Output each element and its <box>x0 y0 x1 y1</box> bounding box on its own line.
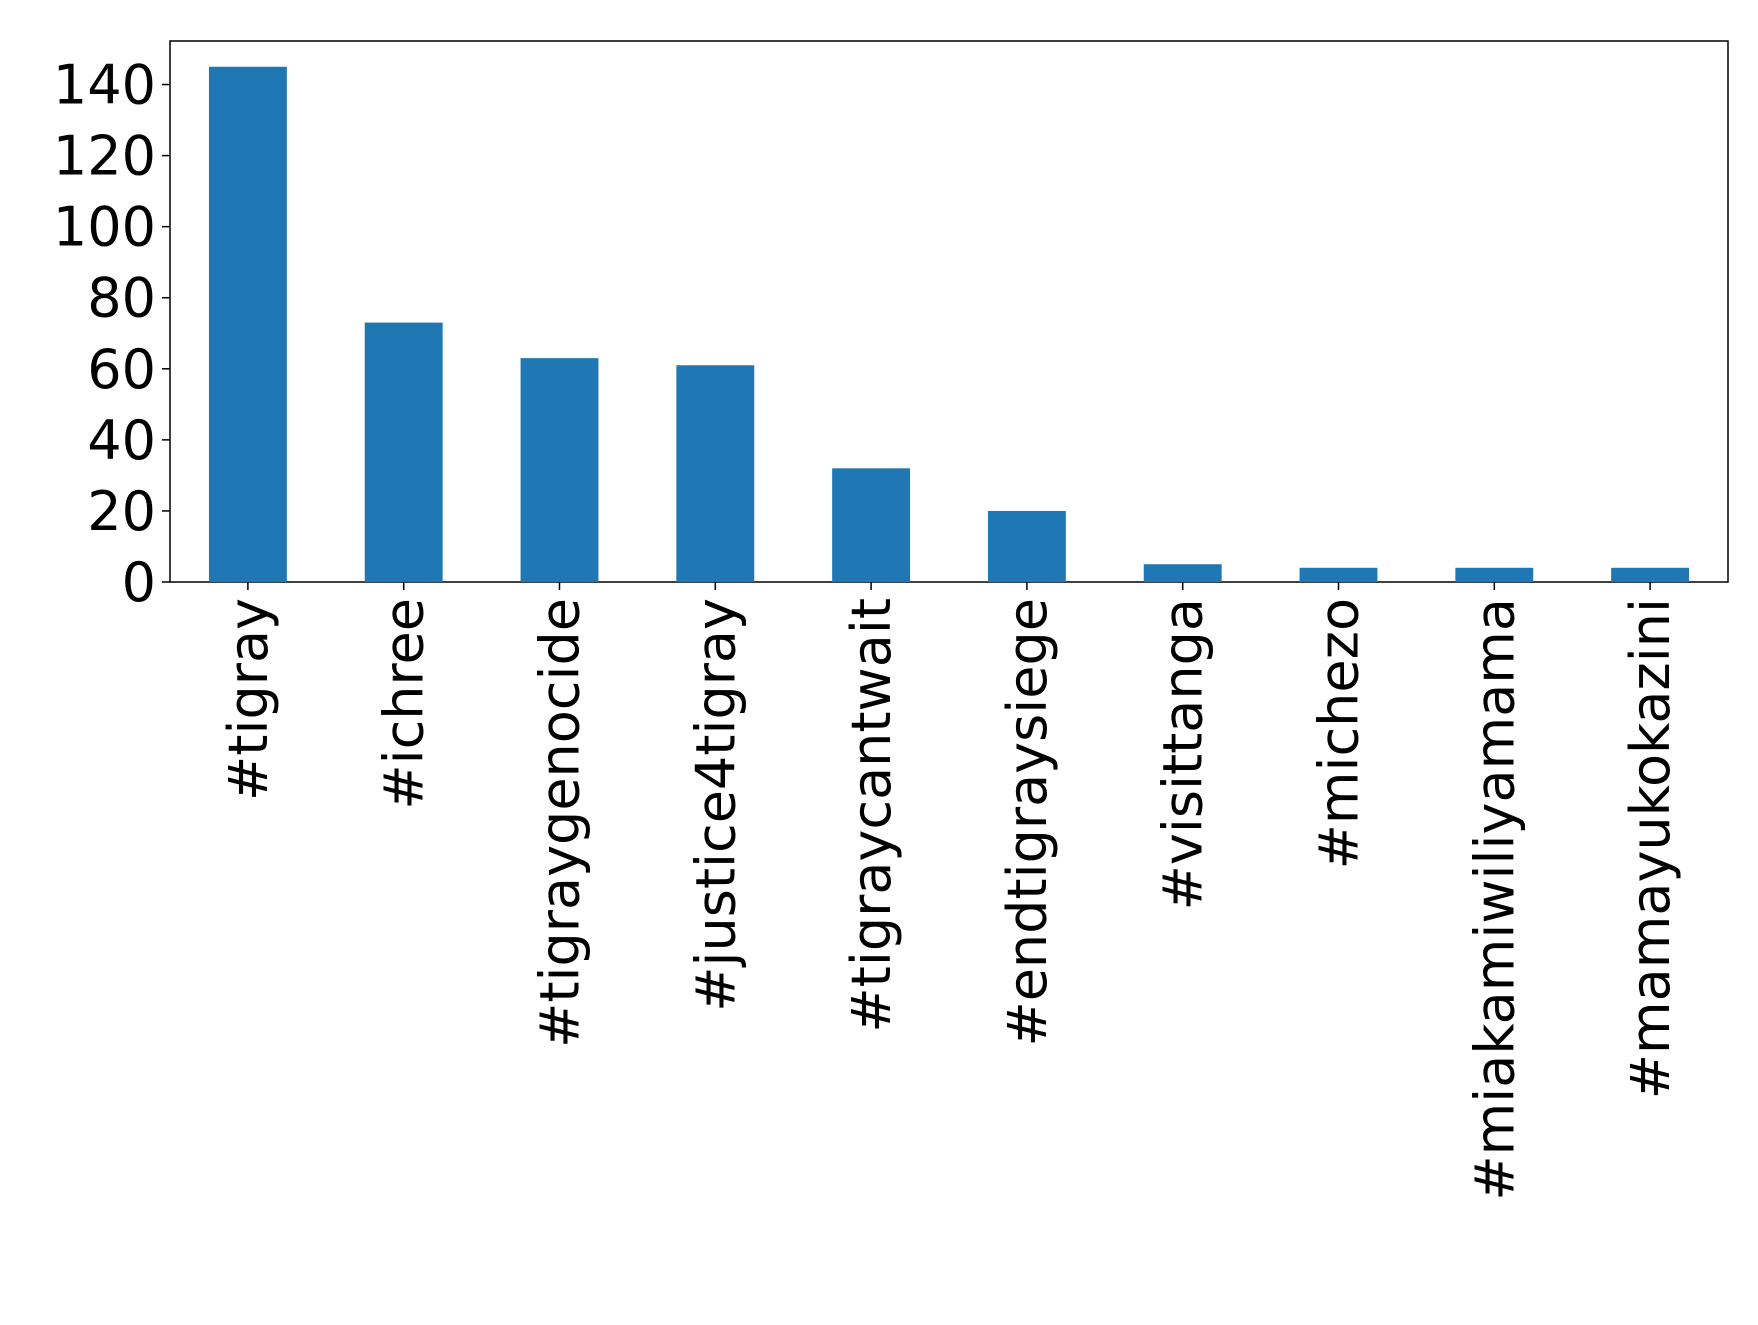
bar <box>987 510 1066 582</box>
y-tick-label: 20 <box>87 480 156 543</box>
bar <box>208 66 287 582</box>
x-tick-label: #ichree <box>373 598 436 810</box>
bar <box>1143 564 1222 582</box>
x-tick-label: #tigraycantwait <box>840 598 903 1033</box>
y-tick-label: 0 <box>122 551 156 614</box>
bar <box>1455 567 1534 582</box>
x-tick-label: #miakamiwiliyamama <box>1463 598 1526 1201</box>
y-tick-label: 80 <box>87 267 156 330</box>
x-tick-label: #mamayukokazini <box>1619 598 1682 1099</box>
y-tick-label: 100 <box>53 196 156 259</box>
x-tick-label: #justice4tigray <box>684 598 747 1012</box>
y-tick-label: 40 <box>87 409 156 472</box>
y-tick-label: 120 <box>53 125 156 188</box>
x-tick-label: #endtigraysiege <box>996 598 1059 1047</box>
x-tick-label: #tigray <box>217 598 280 801</box>
x-tick-label: #michezo <box>1308 598 1371 869</box>
y-tick-label: 60 <box>87 338 156 401</box>
bar <box>832 468 911 582</box>
y-tick-label: 140 <box>53 54 156 117</box>
bar <box>1611 567 1690 582</box>
bar <box>676 365 755 582</box>
bar <box>364 322 443 582</box>
x-tick-label: #tigraygenocide <box>529 598 592 1048</box>
plot-frame <box>169 40 1729 583</box>
x-tick-label: #visittanga <box>1152 598 1215 910</box>
bar <box>1299 567 1378 582</box>
bar <box>520 358 599 582</box>
